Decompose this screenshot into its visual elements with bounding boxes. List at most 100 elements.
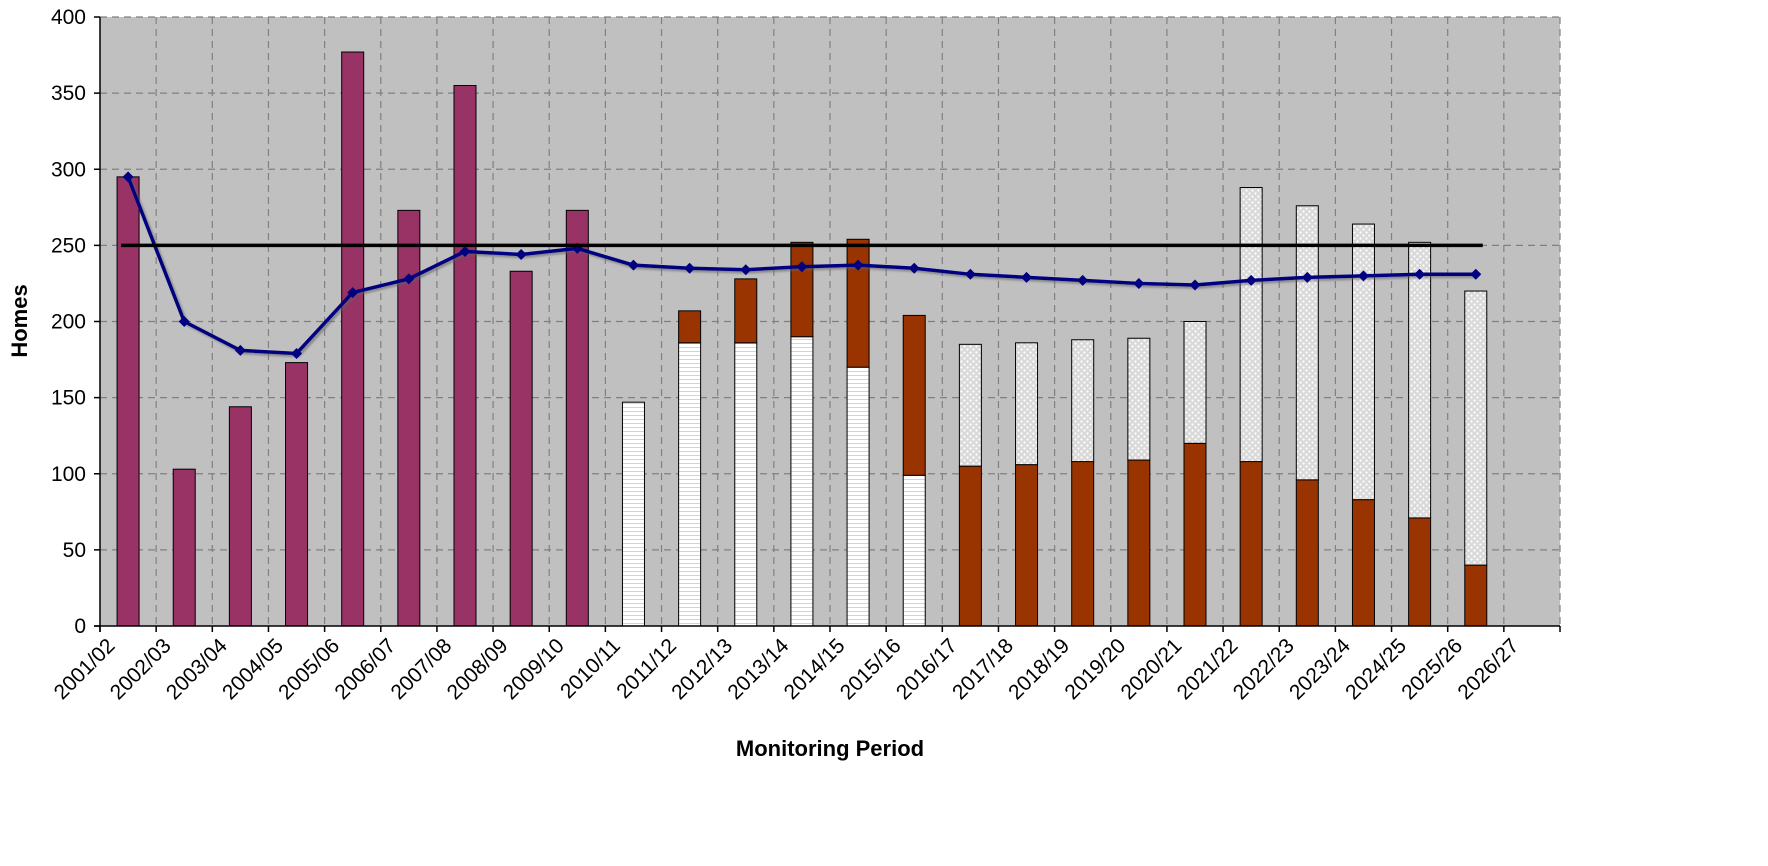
bar-series-3 [1464, 564, 1488, 627]
x-tick-label: 2013/14 [723, 634, 793, 704]
line-marker [178, 316, 190, 327]
bar-series-2 [678, 342, 702, 627]
line-marker [852, 259, 864, 271]
line-marker [347, 287, 359, 299]
x-tick-label: 2020/21 [1117, 634, 1187, 704]
bar-series-4 [1015, 342, 1039, 466]
x-tick-label: 2003/04 [162, 634, 232, 704]
bar-series-4 [1464, 290, 1488, 566]
x-tick-label: 2016/17 [892, 634, 962, 704]
bar-series-2 [734, 342, 758, 627]
x-tick-labels: 2001/022002/032003/042004/052005/062006/… [50, 634, 1524, 704]
y-tick-label: 250 [51, 234, 86, 257]
line-marker [515, 249, 527, 261]
bar-series-1 [565, 209, 589, 627]
bar-series-1 [285, 362, 309, 627]
x-tick-label: 2010/11 [556, 634, 625, 703]
line-marker [1189, 279, 1201, 291]
bar-series-1 [341, 51, 365, 627]
bar-series-3 [902, 314, 926, 476]
line-marker [1357, 270, 1369, 282]
line-marker [459, 245, 471, 257]
bar-series-4 [1239, 187, 1263, 463]
x-tick-label: 2006/07 [330, 634, 400, 704]
bar-series-3 [1071, 461, 1095, 627]
bar-series-2 [846, 366, 870, 627]
x-axis-title: Monitoring Period [736, 736, 924, 761]
y-tick-label: 50 [63, 539, 86, 562]
bar-series-3 [790, 241, 814, 338]
bar-series-1 [453, 85, 477, 627]
bar-series-4 [1408, 241, 1432, 519]
x-tick-label: 2007/08 [387, 634, 457, 704]
bar-series-3 [1127, 459, 1151, 627]
bar-series-2 [902, 474, 926, 627]
line-marker [740, 264, 752, 276]
x-tick-label: 2024/25 [1341, 634, 1411, 704]
x-tick-label: 2023/24 [1285, 634, 1355, 704]
lines [121, 171, 1483, 359]
bar-series-3 [846, 238, 870, 368]
y-tick-labels: 0 50 100 150 200 250 300 350 400 [51, 6, 86, 638]
x-tick-label: 2002/03 [106, 634, 176, 704]
x-tick-label: 2005/06 [274, 634, 344, 704]
bars [116, 51, 1488, 627]
y-tick-label: 400 [51, 6, 86, 29]
bar-series-4 [1183, 321, 1207, 444]
bar-series-3 [1351, 499, 1375, 627]
x-tick-label: 2009/10 [499, 634, 569, 704]
bar-series-4 [1071, 339, 1095, 463]
bar-series-1 [397, 209, 421, 627]
bar-series-3 [1015, 464, 1039, 627]
x-tick-label: 2001/02 [50, 634, 120, 704]
x-tick-label: 2022/23 [1229, 634, 1299, 704]
line-marker [122, 171, 134, 183]
x-tick-label: 2004/05 [218, 634, 288, 704]
bar-series-3 [1183, 442, 1207, 627]
bar-series-3 [1239, 461, 1263, 627]
bar-series-4 [1351, 223, 1375, 501]
y-tick-label: 100 [51, 463, 86, 486]
bar-series-2 [621, 401, 645, 627]
bar-series-1 [509, 270, 533, 627]
line-marker [1021, 271, 1033, 283]
bar-series-3 [734, 278, 758, 344]
line-marker [1133, 277, 1145, 289]
y-tick-label: 300 [51, 158, 86, 181]
bar-series-3 [958, 465, 982, 627]
line-marker [1470, 268, 1482, 280]
line-marker [908, 262, 920, 274]
line-marker [1245, 274, 1257, 286]
bar-series-3 [1408, 517, 1432, 627]
y-tick-label: 350 [51, 82, 86, 105]
x-tick-label: 2015/16 [836, 634, 906, 704]
line-marker [1414, 268, 1426, 280]
bar-series-3 [1295, 479, 1319, 627]
line-marker [291, 347, 303, 359]
bar-series-4 [958, 343, 982, 467]
x-tick-label: 2025/26 [1397, 634, 1467, 704]
line-marker [684, 262, 696, 274]
bar-series-4 [1295, 205, 1319, 481]
line-marker [234, 344, 246, 356]
line-marker [403, 273, 415, 285]
x-tick-label: 2021/22 [1173, 634, 1243, 704]
x-tick-label: 2017/18 [948, 634, 1018, 704]
line-marker [1077, 274, 1089, 286]
axes [94, 16, 1561, 632]
y-tick-label: 0 [74, 615, 86, 638]
y-axis-title: Homes [7, 284, 32, 357]
x-tick-label: 2012/13 [667, 634, 737, 704]
y-tick-label: 200 [51, 311, 86, 334]
y-tick-label: 150 [51, 387, 86, 410]
x-tick-label: 2018/19 [1004, 634, 1074, 704]
x-tick-label: 2026/27 [1453, 634, 1523, 704]
line-marker [796, 261, 808, 273]
line-marker [964, 268, 976, 280]
x-tick-label: 2008/09 [443, 634, 513, 704]
bar-series-1 [228, 406, 252, 627]
bar-series-1 [172, 468, 196, 627]
x-tick-label: 2014/15 [780, 634, 850, 704]
x-tick-label: 2019/20 [1060, 634, 1130, 704]
